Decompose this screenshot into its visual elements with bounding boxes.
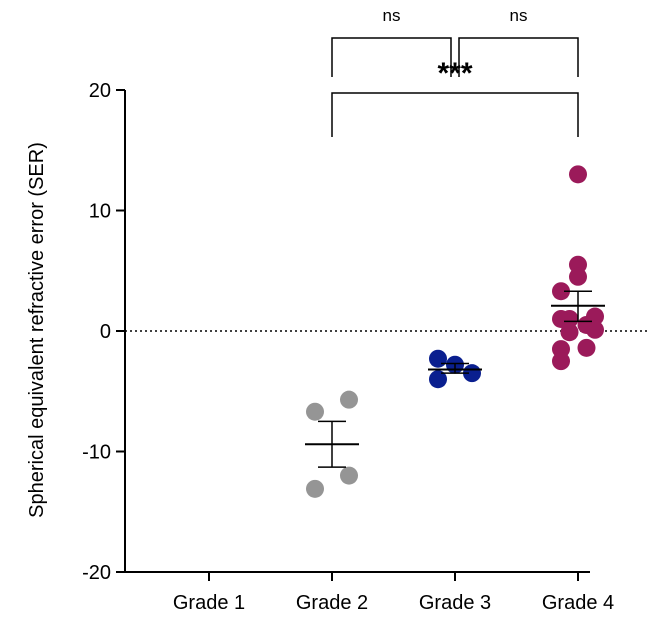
data-point xyxy=(577,338,596,357)
data-point xyxy=(340,390,358,409)
axes: 20 10 0 -10 -20 Grade 1 Grade 2 Grade 3 Grade 4 xyxy=(82,80,614,614)
data-points xyxy=(306,165,604,498)
data-point xyxy=(586,320,604,339)
mean-sem-bars xyxy=(305,290,605,468)
significance-bracket xyxy=(331,37,452,77)
y-tick-label: 20 xyxy=(89,80,111,102)
y-tick-label: -10 xyxy=(82,442,111,464)
significance-bracket xyxy=(458,37,579,77)
x-tick-label: Grade 3 xyxy=(419,592,491,614)
y-tick-label: -20 xyxy=(82,562,111,584)
x-tick-label: Grade 2 xyxy=(296,592,368,614)
data-point xyxy=(552,282,570,301)
significance-label: ns xyxy=(383,6,401,25)
data-point xyxy=(569,165,587,184)
data-point xyxy=(552,352,570,371)
y-tick-label: 0 xyxy=(100,321,111,343)
x-tick-label: Grade 4 xyxy=(542,592,614,614)
significance-bracket xyxy=(331,92,579,137)
data-point xyxy=(429,349,447,368)
significance-label: ns xyxy=(510,6,528,25)
y-tick-label: 10 xyxy=(89,201,111,223)
data-point xyxy=(560,323,579,342)
data-point xyxy=(306,479,324,498)
significance-brackets: ns ns *** xyxy=(331,6,579,137)
data-point xyxy=(429,370,447,389)
x-tick-label: Grade 1 xyxy=(173,592,245,614)
data-point xyxy=(560,309,579,328)
data-point xyxy=(306,402,324,421)
data-point xyxy=(569,267,587,286)
significance-label: *** xyxy=(437,57,472,90)
data-point xyxy=(340,466,358,485)
y-axis-title: Spherical equivalent refractive error (S… xyxy=(26,142,48,518)
